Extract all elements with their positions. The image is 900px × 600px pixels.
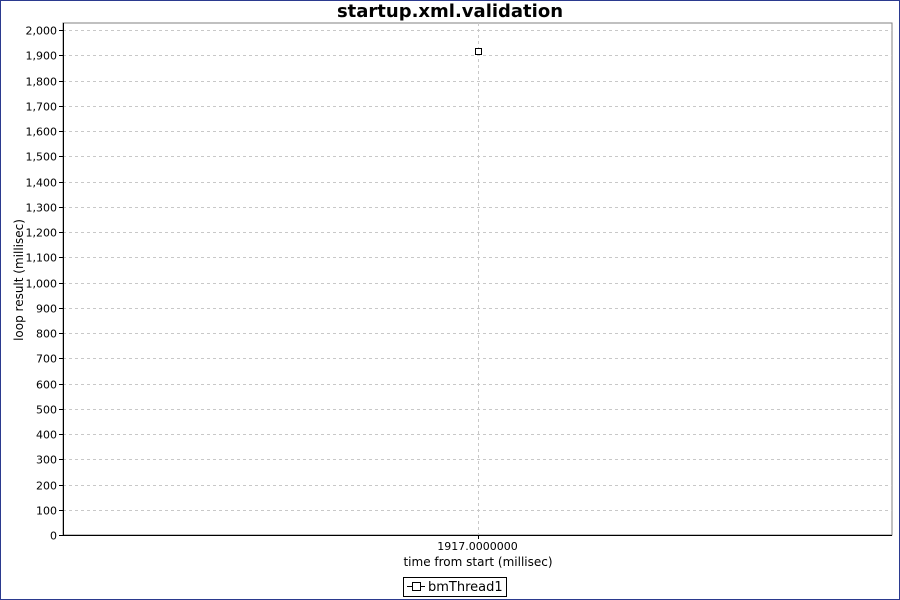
y-tick-label: 600 [36, 379, 57, 392]
y-tick-label: 100 [36, 505, 57, 518]
x-tick-label: 1917.0000000 [437, 540, 517, 553]
y-axis-label: loop result (millisec) [12, 219, 26, 341]
y-tick-label: 400 [36, 429, 57, 442]
y-tick-label: 1,600 [26, 126, 58, 139]
legend: bmThread1 [403, 577, 507, 597]
y-tick-label: 900 [36, 303, 57, 316]
y-tick-label: 1,300 [26, 202, 58, 215]
chart-title: startup.xml.validation [336, 1, 564, 22]
y-tick-label: 0 [50, 530, 57, 543]
y-tick-label: 1,200 [26, 227, 58, 240]
legend-marker-icon [407, 577, 425, 597]
y-tick-label: 500 [36, 404, 57, 417]
legend-item-label: bmThread1 [428, 579, 503, 595]
y-tick-label: 1,100 [26, 252, 58, 265]
y-tick-label: 1,800 [26, 76, 58, 89]
y-tick-label: 1,000 [26, 278, 58, 291]
y-tick-label: 200 [36, 480, 57, 493]
x-axis-ticks: 1917.0000000 [63, 535, 892, 553]
plot-area [62, 22, 893, 536]
y-tick-label: 800 [36, 328, 57, 341]
x-axis-label: time from start (millisec) [403, 555, 552, 569]
y-tick-label: 1,700 [26, 101, 58, 114]
grid-layer [63, 23, 892, 535]
data-point [475, 48, 482, 55]
data-points [475, 48, 482, 55]
y-axis-ticks: 0 100 200 300 400 500 600 700 800 900 1,000 1,100 1,… [26, 23, 64, 543]
y-tick-label: 300 [36, 454, 57, 467]
y-tick-label: 700 [36, 353, 57, 366]
y-tick-label: 1,900 [26, 50, 58, 63]
y-tick-label: 1,400 [26, 177, 58, 190]
y-tick-label: 1,500 [26, 151, 58, 164]
y-tick-label: 2,000 [26, 25, 58, 38]
